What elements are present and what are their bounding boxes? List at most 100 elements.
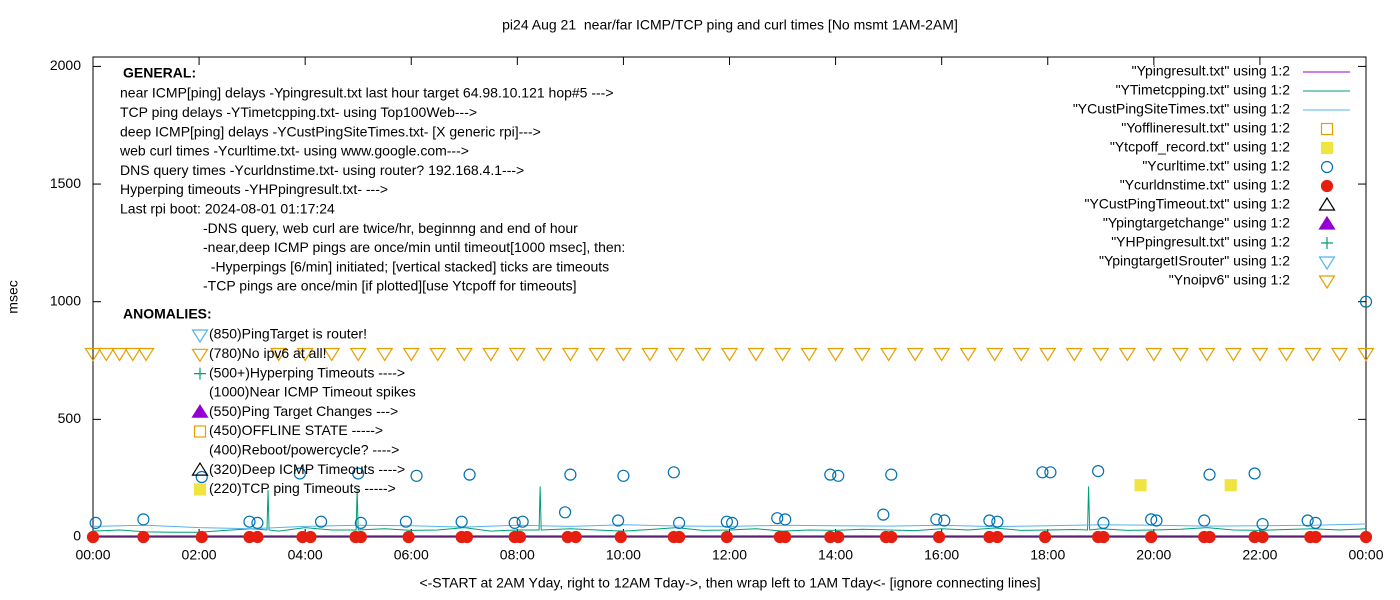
data-point: [1224, 479, 1237, 492]
data-point: [1145, 513, 1158, 526]
y-tick-label: 1000: [50, 292, 81, 308]
data-point: [1330, 347, 1349, 362]
data-point: [617, 469, 630, 482]
x-tick-label: 12:00: [712, 547, 747, 563]
legend-label: "YpingtargetISrouter" using 1:2: [1099, 253, 1290, 269]
data-point: [720, 515, 733, 528]
data-point: [1134, 479, 1147, 492]
data-point: [933, 347, 951, 362]
legend-label: "Ycurltime.txt" using 1:2: [1142, 158, 1290, 174]
anomaly-line: (550)Ping Target Changes --->: [209, 403, 398, 419]
data-point: [513, 530, 527, 544]
legend-swatch: [1318, 196, 1336, 211]
data-point: [773, 347, 792, 362]
notes-heading: GENERAL:: [123, 65, 196, 81]
data-point: [1038, 530, 1052, 544]
data-point: [827, 347, 845, 362]
note-line: Hyperping timeouts -YHPpingresult.txt- -…: [120, 181, 388, 197]
legend-swatch: [1320, 141, 1334, 155]
data-point: [1039, 347, 1057, 362]
data-point: [1012, 347, 1030, 362]
data-point: [354, 516, 367, 529]
legend-label: "YHPpingresult.txt" using 1:2: [1111, 234, 1290, 250]
data-point: [243, 515, 256, 528]
data-point: [880, 347, 898, 362]
x-tick-label: 04:00: [288, 547, 323, 563]
y-tick-label: 2000: [50, 57, 81, 73]
data-point: [251, 516, 264, 529]
data-point: [86, 530, 100, 544]
anomaly-icon: [194, 367, 206, 380]
data-point: [354, 530, 367, 544]
data-point: [853, 347, 871, 362]
data-point: [561, 347, 579, 362]
data-point: [1065, 347, 1083, 362]
data-point: [376, 347, 394, 362]
data-point: [877, 508, 890, 521]
data-point: [673, 516, 686, 529]
anomaly-line: (500+)Hyperping Timeouts ---->: [209, 364, 405, 380]
data-point: [667, 347, 686, 362]
data-point: [460, 530, 474, 544]
y-axis-label: msec: [5, 280, 21, 313]
data-point: [296, 347, 314, 362]
data-point: [137, 347, 155, 362]
legend-label: "Ynoipv6" using 1:2: [1169, 272, 1290, 288]
data-point: [564, 468, 577, 481]
data-point: [614, 530, 627, 544]
data-point: [1277, 347, 1296, 362]
data-point: [455, 515, 468, 528]
data-point: [641, 347, 659, 362]
x-tick-label: 06:00: [394, 547, 429, 563]
data-point: [779, 513, 792, 526]
data-point: [747, 347, 765, 362]
x-tick-label: 00:00: [75, 547, 110, 563]
note-line: Last rpi boot: 2024-08-01 01:17:24: [120, 201, 335, 217]
data-point: [455, 347, 473, 362]
x-axis-label: <-START at 2AM Yday, right to 12AM Tday-…: [419, 575, 1040, 591]
data-point: [89, 516, 102, 529]
anomaly-icon: [193, 483, 207, 496]
data-point: [558, 506, 572, 519]
data-point: [352, 467, 365, 480]
data-point: [1248, 467, 1261, 480]
data-point: [323, 347, 341, 362]
note-line: -TCP pings are once/min [if plotted][use…: [203, 278, 577, 294]
data-point: [832, 530, 845, 544]
y-tick-label: 1500: [50, 175, 81, 191]
data-point: [399, 515, 413, 528]
data-point: [1309, 516, 1322, 529]
data-point: [930, 513, 943, 526]
data-point: [569, 530, 582, 544]
note-line: DNS query times -Ycurldnstime.txt- using…: [120, 162, 524, 178]
anomaly-icon: [191, 461, 209, 476]
legend-swatch: [1320, 179, 1334, 193]
data-point: [1118, 347, 1136, 362]
data-point: [1256, 517, 1269, 531]
data-point: [800, 347, 818, 362]
data-point: [463, 468, 476, 481]
data-point: [1198, 347, 1216, 362]
data-point: [986, 347, 1004, 362]
data-point: [293, 467, 306, 480]
legend-swatch: [1321, 237, 1333, 249]
anomaly-line: (450)OFFLINE STATE ----->: [209, 422, 383, 438]
legend-swatch: [1318, 215, 1336, 230]
anomaly-line: (320)Deep ICMP Timeouts ---->: [209, 461, 405, 477]
legend-label: "YCustPingTimeout.txt" using 1:2: [1084, 196, 1290, 212]
data-point: [885, 468, 898, 481]
data-point: [1044, 466, 1057, 479]
legend-swatch: [1318, 256, 1336, 271]
anomaly-icon: [191, 329, 209, 344]
data-point: [1150, 514, 1163, 527]
legend-label: "YTimetcpping.txt" using 1:2: [1116, 82, 1291, 98]
x-tick-label: 16:00: [924, 547, 959, 563]
anomaly-icon: [191, 404, 209, 418]
data-point: [402, 347, 420, 362]
data-point: [959, 347, 977, 362]
legend-swatch: [1320, 122, 1334, 136]
data-point: [1301, 514, 1314, 527]
data-point: [983, 514, 996, 527]
